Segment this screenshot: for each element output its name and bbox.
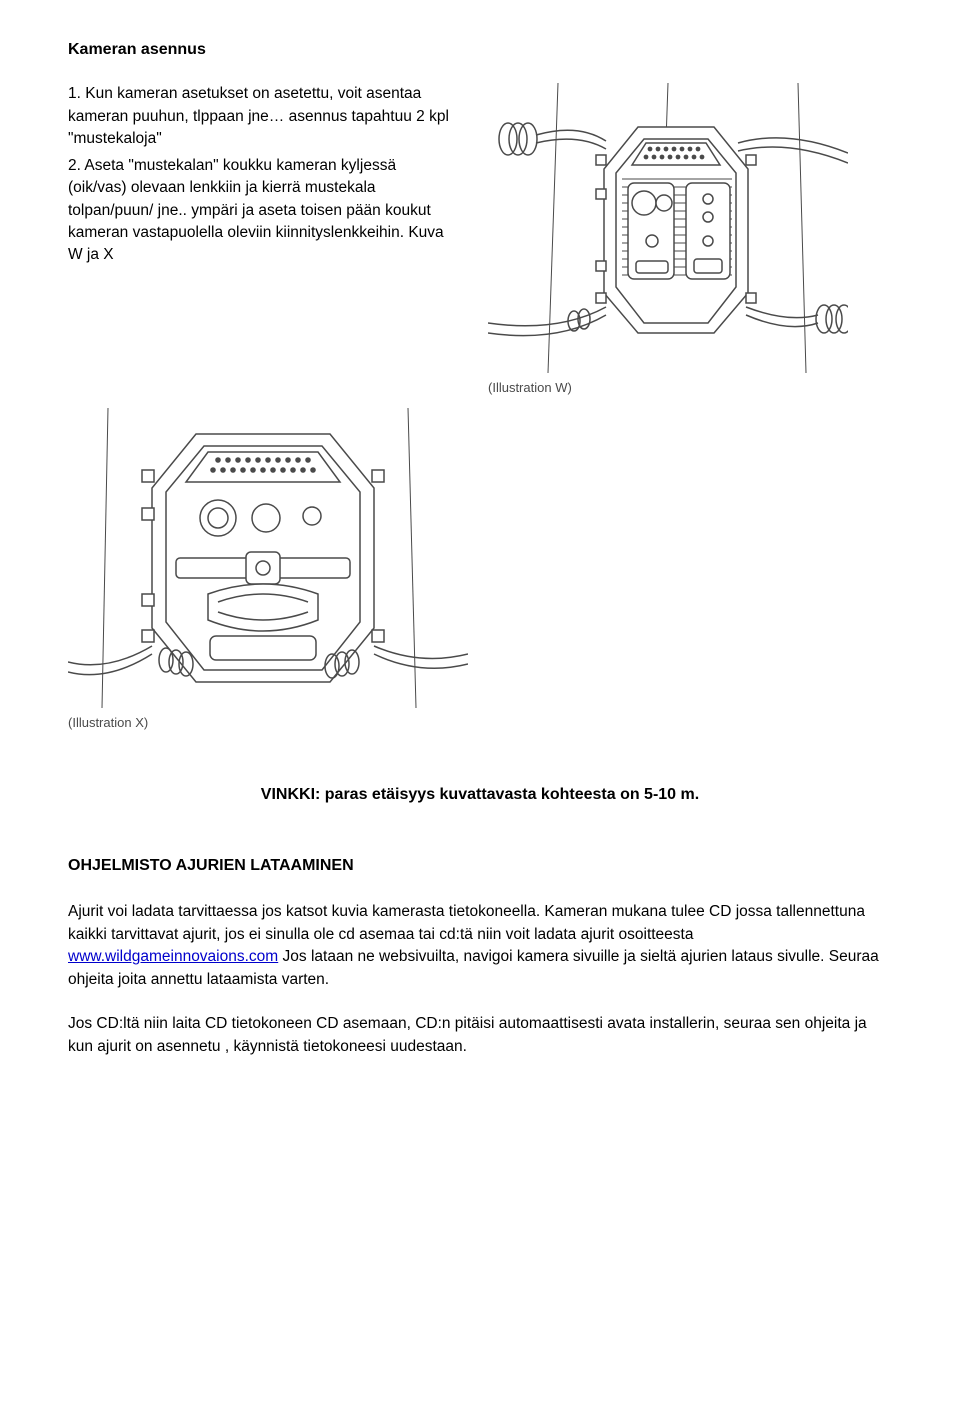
driver-para-1: Ajurit voi ladata tarvittaessa jos katso… xyxy=(68,901,892,991)
step-1-num: 1. xyxy=(68,85,81,102)
step-1: 1. Kun kameran asetukset on asetettu, vo… xyxy=(68,83,458,150)
intro-row: 1. Kun kameran asetukset on asetettu, vo… xyxy=(68,83,892,398)
steps-list: 1. Kun kameran asetukset on asetettu, vo… xyxy=(68,83,458,398)
step-2: 2. Aseta "mustekalan" koukku kameran kyl… xyxy=(68,155,458,267)
step-2-text: Aseta "mustekalan" koukku kameran kyljes… xyxy=(68,157,444,264)
download-link[interactable]: www.wildgameinnovaions.com xyxy=(68,948,278,965)
illustration-w: (Illustration W) xyxy=(488,83,848,398)
camera-w-icon xyxy=(488,83,848,373)
section-title: Kameran asennus xyxy=(68,38,892,61)
illustration-w-caption: (Illustration W) xyxy=(488,379,572,398)
step-1-text: Kun kameran asetukset on asetettu, voit … xyxy=(68,85,449,147)
step-2-num: 2. xyxy=(68,157,81,174)
illustration-x: (Illustration X) xyxy=(68,408,892,733)
para1-a: Ajurit voi ladata tarvittaessa jos katso… xyxy=(68,903,865,942)
camera-x-icon xyxy=(68,408,468,708)
driver-para-2: Jos CD:ltä niin laita CD tietokoneen CD … xyxy=(68,1013,892,1058)
tip-text: VINKKI: paras etäisyys kuvattavasta koht… xyxy=(68,783,892,806)
illustration-x-caption: (Illustration X) xyxy=(68,714,148,733)
subheading: OHJELMISTO AJURIEN LATAAMINEN xyxy=(68,854,892,877)
